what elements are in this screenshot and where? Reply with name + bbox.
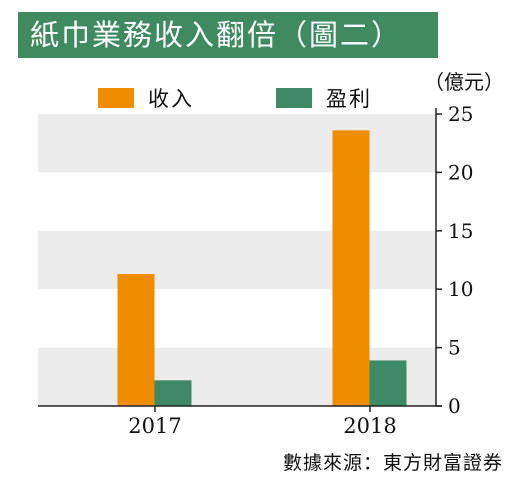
- y-axis-unit: （億元）: [424, 70, 504, 94]
- legend-item-profit: 盈利: [276, 84, 372, 112]
- bar-revenue-2017: [117, 274, 155, 406]
- grid-bands: [38, 114, 436, 406]
- legend-swatch-profit: [276, 88, 312, 108]
- x-tick-label-2018: 2018: [343, 414, 396, 438]
- legend-label-profit: 盈利: [326, 87, 372, 111]
- bar-profit-2017: [154, 380, 192, 406]
- legend: 收入 盈利: [98, 84, 418, 112]
- y-tick-label: 25: [448, 102, 473, 126]
- x-tick-label-2017: 2017: [128, 414, 181, 438]
- y-tick-label: 0: [448, 394, 461, 418]
- tick-labels: 0 5 10 15 20 25 2017 2018: [128, 102, 473, 438]
- y-tick-label: 20: [448, 160, 473, 184]
- y-tick-label: 10: [448, 277, 473, 301]
- y-tick-label: 15: [448, 219, 473, 243]
- legend-item-revenue: 收入: [98, 84, 194, 112]
- source-note: 數據來源：東方財富證券: [282, 452, 503, 474]
- bar-revenue-2018: [332, 130, 370, 407]
- legend-swatch-revenue: [98, 88, 134, 108]
- legend-label-revenue: 收入: [148, 87, 194, 111]
- grid-band: [38, 114, 436, 173]
- bars: [117, 130, 407, 407]
- bar-profit-2018: [369, 360, 407, 406]
- axes: [38, 108, 442, 412]
- grid-band: [38, 230, 436, 290]
- y-tick-label: 5: [448, 336, 461, 360]
- chart-title: 紙巾業務收入翻倍（圖二）: [18, 12, 438, 58]
